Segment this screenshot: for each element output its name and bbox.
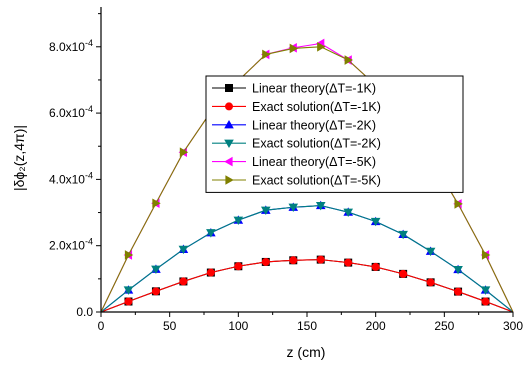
legend-marker <box>224 139 234 148</box>
legend-marker <box>225 84 233 92</box>
legend-label: Linear theory(ΔT=-5K) <box>252 155 376 169</box>
legend-marker <box>224 156 233 167</box>
series-2 <box>100 255 514 313</box>
series-6-point <box>124 250 134 260</box>
series-4-point <box>370 217 381 227</box>
legend-label: Exact solution(ΔT=-5K) <box>252 174 381 188</box>
series-2-point <box>399 269 408 278</box>
series-6-point <box>344 55 353 65</box>
legend-marker <box>224 120 234 129</box>
legend-label: Exact solution(ΔT=-1K) <box>252 100 381 114</box>
plot-area <box>100 38 514 313</box>
series-2-point <box>371 262 380 271</box>
x-tick-label: 300 <box>503 319 523 333</box>
series-2-point <box>344 258 353 267</box>
series-2-point <box>151 287 160 296</box>
series-4-point <box>315 201 326 211</box>
series-3-line <box>100 205 514 313</box>
legend-marker <box>225 102 233 111</box>
y-tick-label: 6.0x10-4 <box>49 104 93 120</box>
legend-label: Exact solution(ΔT=-2K) <box>252 137 381 151</box>
series-4-point <box>480 286 491 295</box>
series-6-point <box>317 41 326 52</box>
series-2-point <box>124 297 133 306</box>
series-2-point <box>179 277 188 286</box>
series-6-point <box>262 49 271 60</box>
y-axis-title: |δϕ₂(z,4π)| <box>11 125 27 191</box>
x-tick-label: 150 <box>297 319 317 333</box>
series-2-point <box>206 268 215 277</box>
legend-label: Linear theory(ΔT=-1K) <box>252 82 376 96</box>
y-tick-label: 2.0x10-4 <box>49 237 93 253</box>
legend-box <box>205 75 464 193</box>
legend: Linear theory(ΔT=-1K) Exact solution(ΔT=-… <box>205 75 464 193</box>
series-2-line <box>100 259 514 313</box>
series-4-point <box>233 216 244 225</box>
legend-marker <box>225 175 234 185</box>
y-tick-label: 4.0x10-4 <box>49 170 93 186</box>
series-2-point <box>316 255 325 264</box>
series-2-point <box>289 256 298 265</box>
series-4-line <box>100 205 514 313</box>
series-4-point <box>453 265 463 275</box>
series-4 <box>100 201 514 313</box>
series-4-point <box>178 245 189 255</box>
series-4-point <box>425 247 436 257</box>
x-tick-label: 250 <box>434 319 454 333</box>
series-2-point <box>454 287 463 296</box>
series-6-point <box>289 43 299 54</box>
series-4-point <box>123 286 134 295</box>
legend-label: Linear theory(ΔT=-2K) <box>252 118 376 132</box>
series-2-point <box>426 278 435 287</box>
series-4-point <box>288 203 299 213</box>
series-4-point <box>261 206 271 216</box>
y-tick-label: 0.0 <box>76 305 93 319</box>
series-6-point <box>152 198 161 209</box>
series-6-point <box>481 250 491 260</box>
series-6-point <box>179 147 189 158</box>
x-tick-label: 200 <box>366 319 386 333</box>
series-6-point <box>454 199 463 209</box>
series-2-point <box>261 257 270 266</box>
x-tick-label: 100 <box>228 319 248 333</box>
series-4-point <box>398 230 408 240</box>
x-axis-title: z (cm) <box>287 344 326 360</box>
series-4-point <box>343 208 353 218</box>
series-1-line <box>100 259 514 313</box>
series-4-point <box>151 265 161 275</box>
y-tick-label: 8.0x10-4 <box>49 38 93 54</box>
x-tick-label: 50 <box>163 319 177 333</box>
series-2-point <box>234 262 243 271</box>
x-tick-label: 0 <box>98 319 105 333</box>
series-4-point <box>206 229 216 238</box>
series-3 <box>100 200 514 313</box>
axes: 0 50 100 150 200 250 300 0.0 2.0x10-4 4.0x10-4 6.0… <box>49 7 523 333</box>
series-2-point <box>481 297 490 306</box>
